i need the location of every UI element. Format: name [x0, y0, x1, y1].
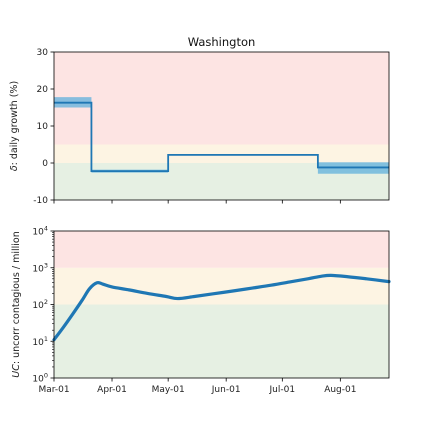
growth-y-axis-label: δ: daily growth (%) [9, 81, 20, 171]
contagious-xtick-label-3: Jun-01 [211, 385, 241, 395]
contagious-series-line [52, 273, 391, 342]
growth-panel: -10 0 10 20 30 Washington δ: daily growth (%… [9, 35, 390, 206]
contagious-zone-bands [54, 231, 389, 378]
growth-ytick-label-0: -10 [33, 196, 48, 206]
growth-y-label-text: : daily growth (%) [9, 81, 20, 166]
growth-step-path [54, 101, 389, 173]
contagious-xtick-label-2: May-01 [152, 385, 185, 395]
contagious-xtick-label-1: Apr-01 [97, 385, 127, 395]
contagious-ytick-base-0: 10 [32, 375, 44, 385]
contagious-ytick-exp-0: 0 [44, 372, 48, 380]
contagious-ytick-exp-4: 4 [44, 225, 48, 233]
contagious-xtick-label-4: Jul-01 [269, 385, 296, 395]
contagious-y-label-text: : uncorr contagious / million [11, 231, 22, 364]
growth-y-ticks: -10 0 10 20 30 [33, 48, 54, 206]
growth-step-line [54, 101, 389, 173]
contagious-x-ticks: Mar-01 Apr-01 May-01 Jun-01 Jul-01 Aug-01 [38, 378, 356, 395]
contagious-series-path [52, 273, 391, 342]
growth-y-label-symbol: δ [9, 165, 20, 171]
growth-ytick-label-3: 20 [37, 85, 49, 95]
contagious-band-2 [54, 231, 389, 268]
contagious-y-label-symbol: UC [11, 364, 22, 378]
contagious-y-axis-label: UC: uncorr contagious / million [11, 231, 22, 378]
growth-zone-bands [54, 52, 389, 200]
chart-title: Washington [188, 35, 256, 49]
contagious-ytick-base-1: 10 [32, 338, 44, 348]
growth-band-2 [54, 52, 389, 145]
growth-band-1 [54, 144, 389, 163]
contagious-ytick-exp-3: 3 [44, 261, 48, 269]
contagious-ytick-base-3: 10 [32, 264, 44, 274]
contagious-ytick-base-4: 10 [32, 228, 44, 238]
growth-ytick-label-1: 0 [42, 159, 48, 169]
contagious-ytick-label-1: 101 [32, 335, 48, 348]
contagious-xtick-label-5: Aug-01 [324, 385, 356, 395]
contagious-band-0 [54, 304, 389, 378]
contagious-xtick-label-0: Mar-01 [38, 385, 69, 395]
contagious-ytick-label-2: 102 [32, 298, 48, 311]
contagious-ytick-exp-2: 2 [44, 298, 48, 306]
growth-ytick-label-4: 30 [37, 48, 49, 58]
contagious-ytick-label-4: 104 [32, 225, 48, 238]
contagious-ytick-label-3: 103 [32, 261, 48, 274]
growth-ytick-label-2: 10 [37, 122, 49, 132]
contagious-ytick-label-0: 100 [32, 372, 48, 385]
contagious-ytick-exp-1: 1 [44, 335, 48, 343]
contagious-ytick-base-2: 10 [32, 301, 44, 311]
growth-x-ticks [53, 200, 341, 204]
